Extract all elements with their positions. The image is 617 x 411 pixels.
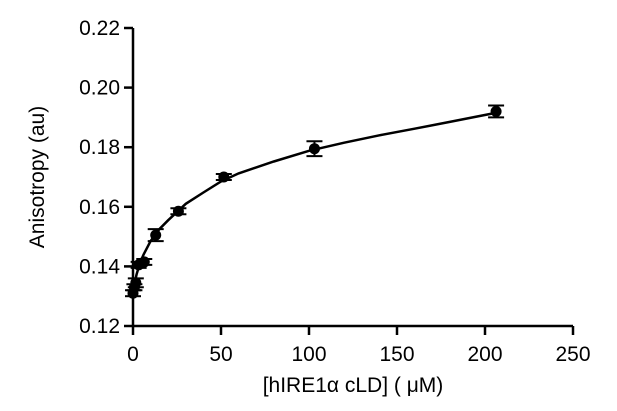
y-tick-label: 0.16 <box>79 196 120 219</box>
x-axis-title: [hIRE1α cLD] ( μM) <box>263 374 444 397</box>
y-tick-label: 0.22 <box>79 17 120 40</box>
y-tick-label: 0.20 <box>79 77 120 100</box>
fit-curve <box>131 111 496 292</box>
axes <box>131 28 573 328</box>
data-point <box>218 171 230 183</box>
x-ticks: 0 50 100 150 200 250 <box>127 326 591 366</box>
data-point <box>308 143 320 155</box>
y-axis-title: Anisotropy (au) <box>26 106 49 248</box>
x-tick-label: 250 <box>555 343 590 366</box>
data-points <box>125 104 505 299</box>
y-tick-label: 0.12 <box>79 315 120 338</box>
x-tick-label: 200 <box>467 343 502 366</box>
x-tick-label: 50 <box>209 343 232 366</box>
data-point <box>150 229 162 241</box>
data-point <box>130 277 142 289</box>
y-ticks: 0.12 0.14 0.16 0.18 0.20 0.22 <box>79 17 133 338</box>
y-tick-label: 0.18 <box>79 136 120 159</box>
data-point <box>490 105 502 117</box>
x-tick-label: 100 <box>291 343 326 366</box>
y-tick-label: 0.14 <box>79 255 120 278</box>
x-tick-label: 150 <box>379 343 414 366</box>
data-point <box>172 205 184 217</box>
x-tick-label: 0 <box>127 343 139 366</box>
data-point <box>138 256 150 268</box>
